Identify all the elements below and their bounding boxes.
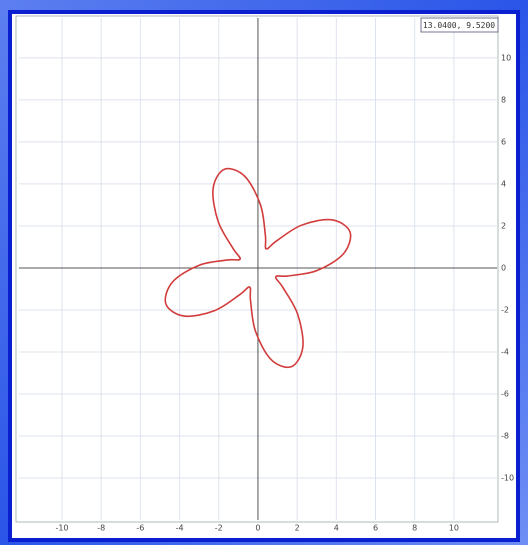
x-tick-label: 2 xyxy=(295,524,300,533)
x-tick-label: -2 xyxy=(215,524,223,533)
x-tick-label: 8 xyxy=(412,524,417,533)
readout-box xyxy=(420,17,499,33)
grid xyxy=(18,18,497,520)
plot-panel xyxy=(12,14,516,538)
x-tick-label: 4 xyxy=(334,524,339,533)
y-tick-label: -4 xyxy=(501,347,509,356)
y-tick-label: 4 xyxy=(501,179,506,188)
x-tick-label: 6 xyxy=(373,524,378,533)
y-tick-label: 0 xyxy=(501,263,506,272)
y-tick-label: 6 xyxy=(501,137,506,146)
x-tick-label: 0 xyxy=(255,524,260,533)
y-tick-label: 2 xyxy=(501,221,506,230)
x-tick-label: 10 xyxy=(449,524,459,533)
y-tick-label: -8 xyxy=(501,431,509,440)
plot-box xyxy=(15,15,499,523)
x-tick-label: -4 xyxy=(176,524,184,533)
x-tick-label: -8 xyxy=(97,524,105,533)
x-tick-label: -10 xyxy=(55,524,68,533)
y-tick-label: -2 xyxy=(501,305,509,314)
x-tick-label: -6 xyxy=(136,524,144,533)
marks xyxy=(164,167,352,369)
y-tick-label: -6 xyxy=(501,389,509,398)
y-tick-label: 10 xyxy=(501,53,511,62)
curve xyxy=(164,167,352,369)
coordinate-readout: 13.0400, 9.5200 xyxy=(423,21,495,30)
y-tick-label: 8 xyxy=(501,95,506,104)
y-tick-label: -10 xyxy=(501,473,514,482)
